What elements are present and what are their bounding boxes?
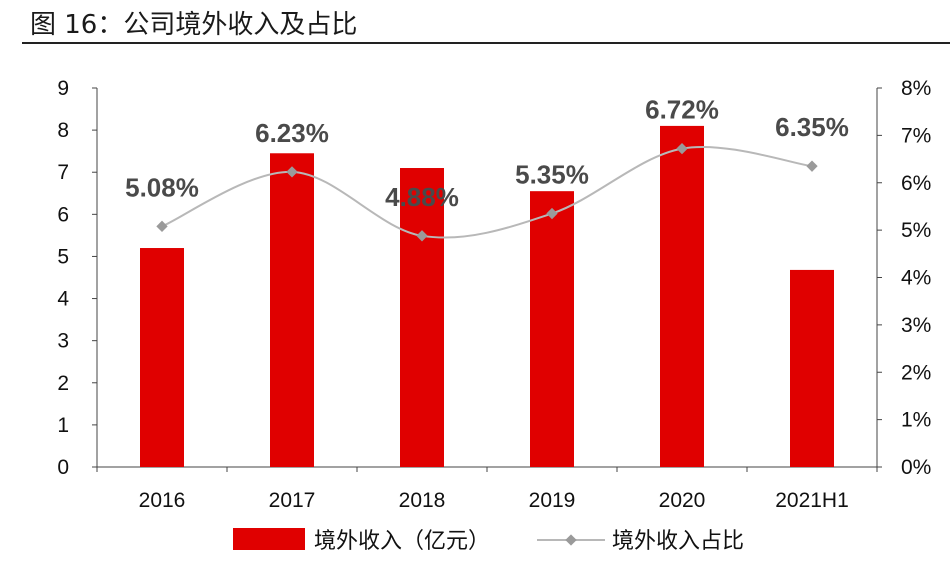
line-marker [546, 207, 558, 220]
right-tick-label: 1% [901, 409, 931, 432]
right-tick-label: 4% [901, 267, 931, 290]
data-label: 6.35% [775, 112, 849, 142]
right-tick-label: 3% [901, 314, 931, 337]
right-tick-label: 2% [901, 361, 931, 384]
legend-swatch-marker [565, 534, 577, 546]
bar [530, 191, 574, 467]
left-tick-label: 7 [57, 161, 69, 184]
left-tick-label: 8 [57, 119, 69, 142]
line-marker [416, 230, 428, 242]
legend: 境外收入（亿元） 境外收入占比 [233, 528, 744, 554]
left-tick-label: 6 [57, 203, 69, 226]
bar [270, 153, 314, 467]
data-label: 6.23% [255, 118, 329, 148]
left-tick-label: 2 [57, 372, 69, 395]
line-marker [676, 142, 688, 155]
bar [140, 248, 184, 467]
x-tick-label: 2021H1 [775, 489, 849, 512]
right-tick-label: 7% [901, 124, 931, 147]
x-tick-label: 2016 [139, 489, 186, 512]
right-tick-label: 6% [901, 172, 931, 195]
figure-title-bar: 图 16：公司境外收入及占比 [0, 0, 950, 44]
x-axis: 2016 2017 2018 2019 2020 2021H1 [96, 466, 878, 512]
data-label: 4.88% [385, 182, 459, 212]
legend-label-line: 境外收入占比 [612, 529, 744, 554]
x-tick-label: 2020 [659, 489, 706, 512]
share-line [161, 145, 813, 239]
data-label: 5.35% [515, 160, 589, 190]
x-tick-label: 2019 [529, 489, 576, 512]
title-underline [22, 42, 950, 44]
bar [400, 168, 444, 467]
right-tick-label: 5% [901, 219, 931, 242]
right-tick-label: 8% [901, 77, 931, 100]
right-tick-label: 0% [901, 456, 931, 479]
x-tick-label: 2017 [269, 489, 316, 512]
data-label: 5.08% [125, 172, 199, 202]
line-marker [286, 166, 298, 178]
left-tick-label: 9 [57, 77, 69, 100]
line-marker [806, 160, 818, 172]
legend-label-bar: 境外收入（亿元） [314, 529, 490, 554]
data-label: 6.72% [645, 95, 719, 125]
left-tick-label: 4 [57, 288, 69, 311]
data-labels: 5.08% 6.23% 4.88% 5.35% 6.72% 6.35% [125, 95, 849, 212]
left-tick-label: 3 [57, 330, 69, 353]
right-y-axis: 0% 1% 2% 3% 4% 5% 6% 7% 8% [876, 77, 931, 479]
figure-title: 图 16：公司境外收入及占比 [30, 10, 358, 40]
bar [660, 125, 704, 468]
line-series [156, 142, 818, 242]
left-tick-label: 0 [57, 456, 69, 479]
line-marker [156, 220, 168, 232]
left-tick-label: 1 [57, 414, 69, 437]
left-tick-label: 5 [57, 245, 69, 268]
left-y-axis: 0 1 2 3 4 5 6 7 8 9 [57, 77, 98, 479]
x-tick-label: 2018 [399, 489, 446, 512]
legend-swatch-bar [233, 528, 305, 550]
bar [790, 269, 834, 467]
bar-series [140, 125, 834, 468]
